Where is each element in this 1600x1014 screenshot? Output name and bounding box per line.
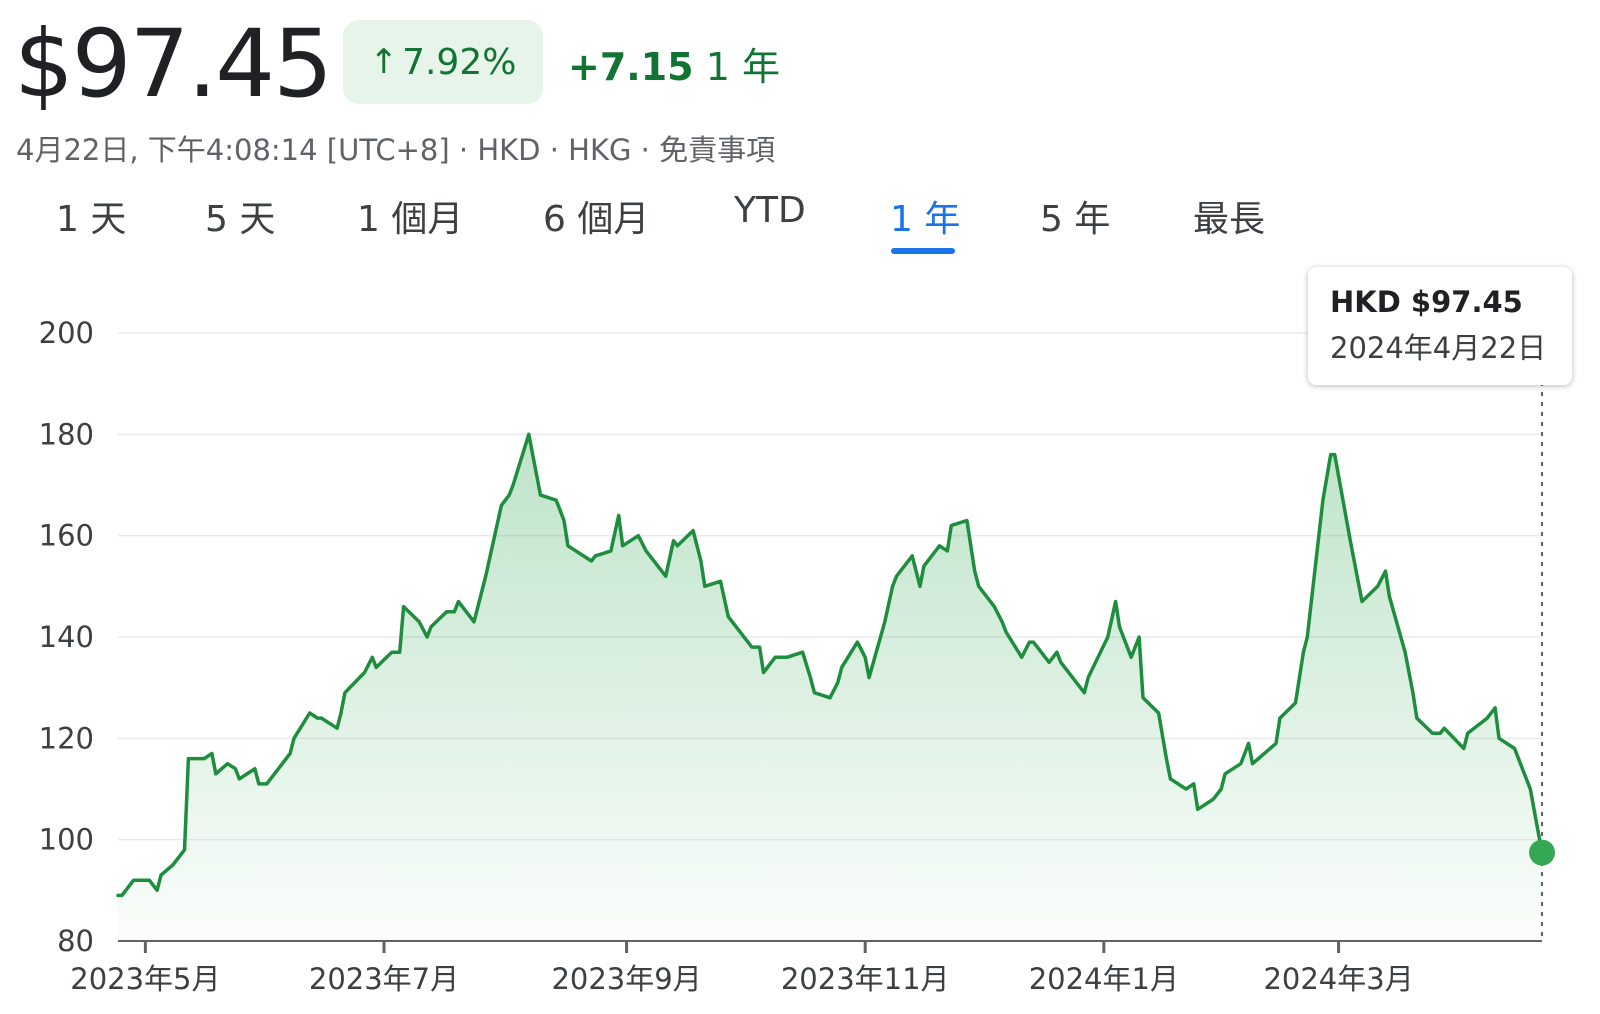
tab-max[interactable]: 最長: [1193, 199, 1266, 240]
x-axis: 2023年5月 2023年7月 2023年9月 2023年11月 2024年1月 2024…: [70, 941, 1414, 996]
y-tick-label: 100: [39, 823, 94, 857]
x-tick-label: 2024年1月: [1029, 962, 1179, 996]
tab-1d[interactable]: 1 天: [56, 199, 127, 240]
current-price: $97.45: [14, 10, 333, 119]
y-axis: 80 100 120 140 160 180 200: [39, 316, 94, 958]
quote-meta-line: 4月22日, 下午4:08:14 [UTC+8] · HKD · HKG · 免…: [16, 133, 776, 167]
tooltip-date: 2024年4月22日: [1330, 331, 1547, 365]
change-percent-badge: ↑ 7.92%: [343, 20, 543, 104]
x-tick-label: 2023年9月: [551, 962, 701, 996]
y-tick-label: 140: [39, 620, 94, 654]
y-tick-label: 180: [39, 417, 94, 451]
price-tooltip: HKD $97.45 2024年4月22日: [1308, 267, 1572, 385]
change-percent-value: 7.92%: [402, 41, 517, 83]
tooltip-price: HKD $97.45: [1330, 285, 1523, 319]
y-tick-label: 200: [39, 316, 94, 350]
x-tick-label: 2023年7月: [309, 962, 459, 996]
change-absolute-value: +7.15: [568, 45, 694, 89]
active-tab-indicator: [891, 248, 955, 254]
change-absolute: +7.15 1 年: [568, 36, 780, 91]
tab-1m[interactable]: 1 個月: [357, 199, 464, 240]
price-area-fill: [118, 434, 1542, 941]
x-tick-label: 2024年3月: [1263, 962, 1413, 996]
tab-6m[interactable]: 6 個月: [543, 199, 650, 240]
up-arrow-icon: ↑: [369, 42, 399, 82]
y-tick-label: 160: [39, 519, 94, 553]
x-tick-label: 2023年5月: [70, 962, 220, 996]
tab-5y[interactable]: 5 年: [1040, 199, 1111, 240]
range-tabs: 1 天 5 天 1 個月 6 個月 YTD 1 年 5 年 最長: [0, 190, 1600, 254]
price-line: [116, 432, 1544, 898]
last-price-dot[interactable]: [1529, 839, 1555, 866]
change-period: 1 年: [705, 45, 780, 89]
tab-5d[interactable]: 5 天: [205, 199, 276, 240]
x-tick-label: 2023年11月: [781, 962, 950, 996]
tab-ytd[interactable]: YTD: [734, 190, 806, 231]
tab-1y[interactable]: 1 年: [890, 199, 961, 240]
y-tick-label: 80: [57, 924, 94, 958]
y-tick-label: 120: [39, 721, 94, 755]
